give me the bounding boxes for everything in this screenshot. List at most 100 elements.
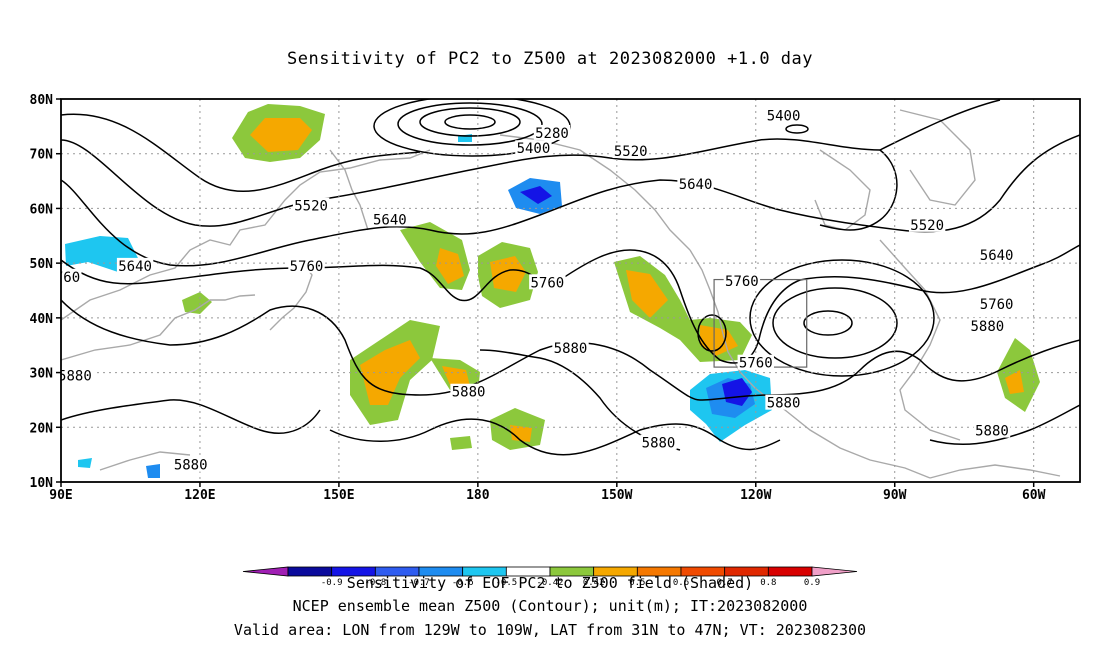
contour-5880-north (61, 299, 1080, 401)
contour-label: 5880 (554, 341, 588, 357)
contour-label: 5880 (971, 319, 1005, 335)
colorbar-label: -0.7 (408, 578, 430, 588)
shaded-region-negative (78, 458, 92, 468)
lat-tick-label: 30N (30, 367, 54, 382)
lon-tick-label: 90E (49, 488, 72, 503)
contour-label: 5400 (767, 108, 801, 124)
contour-label: 5880 (452, 385, 486, 401)
caption-valid-area: Valid area: LON from 129W to 109W, LAT f… (233, 621, 867, 639)
colorbar-label: 0.7 (717, 578, 733, 588)
lon-tick-label: 120E (184, 488, 215, 503)
contour-label: 5640 (980, 248, 1014, 264)
contour-label-bg (371, 211, 409, 227)
contour-small-low (785, 124, 809, 134)
caption-shaded: Sensitivity of EOF PC2 to Z500 field (Sh… (346, 574, 754, 592)
contour-5520-arc (819, 149, 898, 231)
contour-label-bg (292, 197, 330, 213)
coastline-north-america-east (879, 239, 961, 441)
coastline-australia-north (99, 451, 191, 471)
contour-cutoff-low-2 (772, 287, 898, 359)
lat-tick-label: 10N (30, 476, 54, 491)
lon-tick-label: 60W (1022, 488, 1046, 503)
contour-label: 5280 (535, 126, 569, 142)
lon-tick-label: 90W (883, 488, 907, 503)
contour-label: 5520 (910, 218, 944, 234)
contour-label-bg (172, 456, 209, 472)
contour-label-bg (533, 124, 571, 140)
contour-label-bg (640, 434, 677, 450)
shaded-region-positive-core (626, 270, 668, 318)
coastline-china (61, 294, 256, 361)
contour-5880-south-east (929, 404, 1080, 446)
shaded-region-positive-core (360, 340, 420, 405)
contour-label-bg (978, 296, 1015, 312)
lon-tick-label: 150E (323, 488, 354, 503)
lon-tick-label: 150W (601, 488, 632, 503)
contour-label-bg (765, 107, 802, 123)
coastlines (61, 109, 1061, 479)
shaded-region-positive-core (436, 248, 464, 284)
shaded-region-positive (182, 292, 212, 314)
lat-tick-label: 70N (30, 148, 54, 163)
contour-label: 5520 (614, 144, 648, 160)
lon-tick-label: 180 (466, 488, 490, 503)
contour-label-bg (552, 339, 589, 355)
contour-5280 (419, 107, 521, 137)
contour-5520-west (61, 138, 881, 227)
colorbar-label: -0.9 (321, 578, 343, 588)
contour-label-bg (723, 273, 761, 289)
contour-5880-south-west (61, 399, 321, 434)
contour-label-bg (973, 422, 1011, 438)
contour-label-bg (978, 246, 1015, 262)
contour-label: 5400 (517, 141, 551, 157)
contour-label: 5640 (679, 177, 713, 193)
contour-label: 5760 (725, 274, 759, 290)
lat-tick-label: 40N (30, 312, 54, 327)
shaded-region-positive-core (700, 325, 738, 356)
lat-tick-label: 60N (30, 202, 54, 217)
contour-label-bg (908, 216, 946, 232)
colorbar-label: -0.8 (364, 578, 386, 588)
z500-contours (61, 99, 1080, 456)
colorbar-label: 0.6 (673, 578, 689, 588)
contour-cutoff-low-3 (749, 259, 935, 377)
contour-label: 5880 (174, 457, 208, 473)
contour-label: 5880 (767, 396, 801, 412)
contour-low-center (444, 114, 496, 130)
colorbar-high-arrow (811, 566, 858, 577)
contour-label-bg (61, 268, 82, 284)
contour-label-bg (765, 394, 802, 410)
contour-label-bg (677, 175, 714, 191)
colorbar-label: -0.5 (495, 578, 517, 588)
shaded-region-positive-core (442, 366, 470, 386)
coastline-central-america (784, 409, 931, 479)
lat-tick-label: 20N (30, 421, 54, 436)
contour-label: 5880 (975, 424, 1009, 440)
lat-tick-label: 50N (30, 257, 54, 272)
colorbar-label: 0.9 (804, 578, 820, 588)
colorbar-label: 0.5 (629, 578, 645, 588)
map-title: Sensitivity of PC2 to Z500 at 2023082000… (286, 49, 813, 69)
colorbar-label: 0.42 (583, 578, 605, 588)
shaded-region-positive-core (1005, 370, 1024, 394)
contour-labels: 5280540054005520552055205640564056405640… (58, 107, 1015, 473)
colorbar: -0.9 -0.8 -0.7 -0.6 -0.5 -0.42 0.42 0.5 0.6 0.7 0.… (242, 566, 858, 588)
contour-polar-left (61, 113, 421, 193)
colorbar-label: -0.42 (536, 578, 563, 588)
caption-contour: NCEP ensemble mean Z500 (Contour); unit(… (292, 597, 808, 615)
contour-label: 5640 (373, 212, 407, 228)
shaded-region-positive-core (510, 425, 532, 442)
coastline-south-america (929, 464, 1061, 479)
shaded-region-positive-core (250, 118, 312, 152)
contour-label-bg (737, 354, 774, 370)
contour-label: 5880 (58, 368, 92, 384)
shaded-sensitivity-layer (65, 104, 1040, 478)
contour-label-bg (969, 318, 1006, 334)
shaded-region-positive (400, 222, 470, 290)
coastline-hudson-bay (814, 149, 871, 231)
shaded-region-negative-core (520, 186, 552, 204)
contour-5520-east (879, 99, 1001, 151)
contour-label-bg (612, 142, 649, 158)
contour-label-bg (515, 140, 552, 156)
